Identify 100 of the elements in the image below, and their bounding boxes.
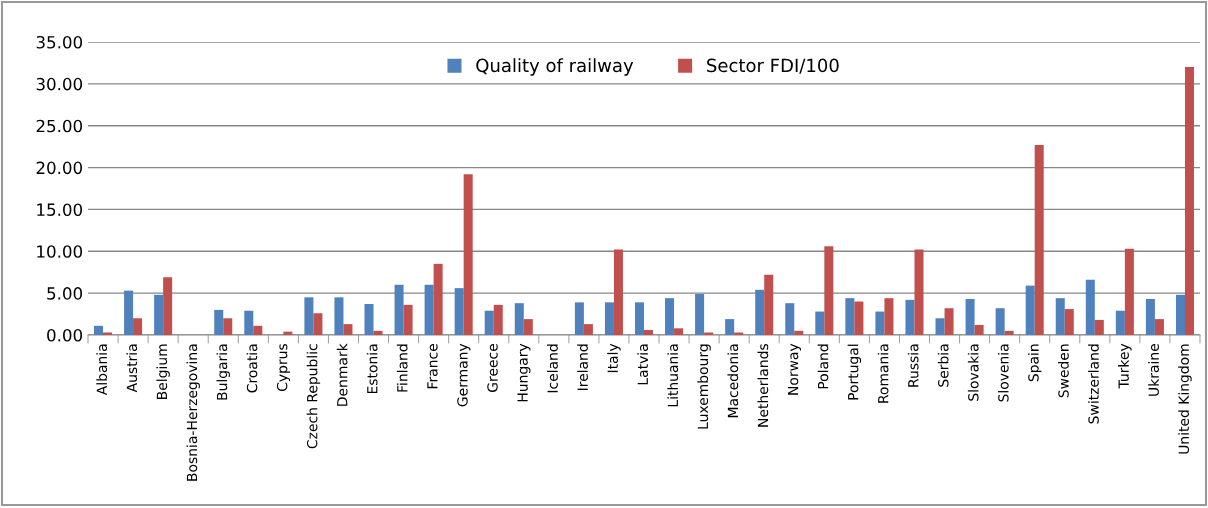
x-tick-label: Finland <box>396 344 408 392</box>
bar <box>1115 310 1125 335</box>
bar <box>484 310 494 335</box>
bar <box>574 302 584 335</box>
bar <box>244 310 254 335</box>
y-tick-label: 35.00 <box>36 35 83 49</box>
bar <box>514 303 524 335</box>
x-tick-label: Bosnia-Herzegovina <box>186 344 200 481</box>
x-tick-label: Russia <box>907 344 919 387</box>
x-tick-label: Turkey <box>1118 343 1132 389</box>
bar <box>995 308 1005 335</box>
x-tick-label: Bulgaria <box>216 344 230 400</box>
x-tick-label: Spain <box>1027 344 1042 382</box>
x-tick-label: Belgium <box>156 344 170 399</box>
bar <box>905 299 915 335</box>
bar <box>604 302 614 335</box>
bar <box>965 299 975 335</box>
bar <box>944 308 954 335</box>
bar <box>424 284 434 335</box>
y-tick-label: 5.00 <box>47 287 83 300</box>
x-tick-label: Slovakia <box>967 344 979 401</box>
bar <box>1025 285 1035 335</box>
x-tick-label: Macedonia <box>727 344 739 418</box>
bar <box>364 304 374 335</box>
bar <box>1154 319 1164 335</box>
bar <box>845 298 855 335</box>
x-tick-label: United Kingdom <box>1178 344 1192 454</box>
x-tick-label: Estonia <box>366 344 378 394</box>
bar <box>634 302 644 335</box>
bar <box>124 290 134 335</box>
bar <box>133 318 143 335</box>
bar <box>875 311 885 335</box>
bar <box>214 309 224 335</box>
bar <box>695 293 705 335</box>
bar <box>1145 299 1155 335</box>
bar <box>734 332 744 335</box>
legend-label: Quality of railway <box>476 58 634 76</box>
x-tick-label: Albania <box>96 344 108 396</box>
bar <box>674 328 684 335</box>
x-tick-label: Lithuania <box>667 344 679 407</box>
x-tick-label: Ukraine <box>1148 344 1159 396</box>
bar <box>755 289 765 335</box>
bar <box>94 325 104 335</box>
bar <box>794 330 804 335</box>
bar <box>854 301 864 335</box>
bar <box>1064 309 1074 335</box>
x-tick-label: Iceland <box>547 344 558 393</box>
bar <box>704 332 714 335</box>
bar <box>304 297 314 335</box>
bar <box>163 277 173 335</box>
y-tick-label: 30.00 <box>36 77 83 91</box>
x-tick-label: Latvia <box>637 344 649 385</box>
bar <box>583 324 593 335</box>
bar <box>1175 294 1185 335</box>
bar <box>884 298 894 335</box>
x-tick-label: Cyprus <box>276 344 291 392</box>
x-tick-label: Germany <box>457 343 471 407</box>
x-tick-label: France <box>427 344 438 389</box>
bar <box>394 284 404 335</box>
y-tick-label: 10.00 <box>37 245 83 258</box>
bar <box>154 294 164 335</box>
y-tick-label: 25.00 <box>36 119 83 133</box>
bar <box>725 319 735 335</box>
bar <box>935 318 945 335</box>
x-tick-label: Sweden <box>1058 344 1069 398</box>
bar <box>433 263 443 335</box>
bar <box>403 304 413 335</box>
x-tick-label: Norway <box>787 343 801 395</box>
bar <box>1034 144 1044 335</box>
bar <box>644 329 654 335</box>
bar <box>253 325 263 335</box>
bar <box>1055 298 1065 335</box>
bar <box>1004 330 1014 335</box>
x-tick-label: Italy <box>607 343 621 373</box>
x-tick-label: Ireland <box>577 344 588 390</box>
bar <box>463 174 473 335</box>
x-tick-label: Slovenia <box>997 344 1009 402</box>
bar <box>665 298 675 335</box>
x-tick-label: Portugal <box>847 344 862 400</box>
x-tick-label: Poland <box>817 344 829 389</box>
x-tick-label: Switzerland <box>1088 344 1099 424</box>
bar <box>313 313 323 335</box>
bar <box>334 297 344 335</box>
bar <box>523 319 533 335</box>
x-tick-label: Netherlands <box>757 344 769 427</box>
x-tick-label: Greece <box>487 344 498 392</box>
bar <box>824 246 834 335</box>
legend-label: Sector FDI/100 <box>707 58 839 74</box>
bar <box>1184 67 1194 335</box>
y-tick-label: 0.00 <box>47 328 83 342</box>
bar <box>1085 279 1095 335</box>
y-tick-label: 20.00 <box>36 161 83 175</box>
bar <box>283 331 293 335</box>
bar <box>974 324 984 335</box>
bar <box>454 288 464 335</box>
x-tick-label: Luxembourg <box>697 344 711 429</box>
x-tick-label: Denmark <box>336 343 348 406</box>
bar <box>343 324 353 335</box>
bar <box>613 249 623 335</box>
x-tick-label: Serbia <box>937 344 949 387</box>
